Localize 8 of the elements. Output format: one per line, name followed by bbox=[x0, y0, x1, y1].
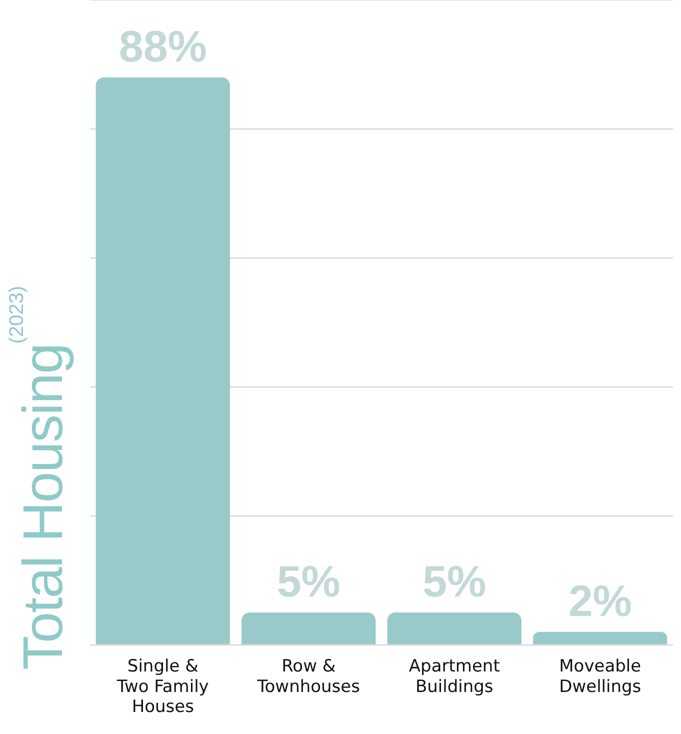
data-label: 5% bbox=[422, 558, 486, 607]
x-tick-label: Apartment Buildings bbox=[408, 656, 500, 697]
data-label: 2% bbox=[568, 577, 632, 626]
x-tick-label: Moveable Dwellings bbox=[559, 656, 642, 697]
x-tick-label: Single & Two Family Houses bbox=[116, 656, 209, 718]
x-tick-label: Row & Townhouses bbox=[256, 656, 360, 697]
data-label: 5% bbox=[276, 558, 340, 607]
data-label: 88% bbox=[118, 22, 207, 72]
